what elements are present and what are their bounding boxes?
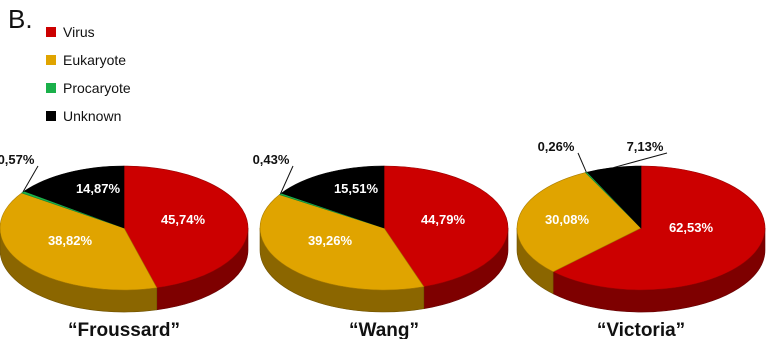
pie-title: “Victoria” — [597, 320, 685, 339]
data-label-procaryote: 0,57% — [0, 152, 35, 167]
pie-slice-unknown — [23, 165, 125, 229]
legend-label-eukaryote: Eukaryote — [63, 52, 127, 68]
pie-slice-unknown — [280, 165, 385, 229]
pie-slice-eukaryote — [0, 192, 158, 291]
legend-label-unknown: Unknown — [63, 108, 122, 124]
leader-line-procaryote — [577, 152, 587, 173]
legend-item-eukaryote: Eukaryote — [46, 46, 131, 74]
legend-swatch-unknown — [46, 111, 56, 121]
data-label-virus: 62,53% — [669, 220, 714, 235]
legend-swatch-virus — [46, 27, 56, 37]
data-label-unknown: 7,13% — [627, 139, 664, 154]
panel-label: B. — [8, 4, 33, 34]
pie-slice-virus — [123, 165, 249, 289]
legend-item-unknown: Unknown — [46, 102, 131, 130]
data-label-eukaryote: 38,82% — [48, 233, 93, 248]
data-label-virus: 44,79% — [421, 212, 466, 227]
legend-label-virus: Virus — [63, 24, 95, 40]
pie-title: “Froussard” — [68, 320, 180, 339]
pie-froussard: 45,74% 38,82% 0,57% 14,87% “Froussard” — [0, 152, 249, 339]
leader-line-procaryote — [280, 165, 294, 195]
pie-slice-virus — [383, 165, 509, 288]
legend-label-procaryote: Procaryote — [63, 80, 131, 96]
leader-line-unknown — [613, 152, 668, 169]
pie-wang: 44,79% 39,26% 0,43% 15,51% “Wang” — [253, 152, 509, 339]
pie-slice-virus — [552, 165, 766, 291]
legend-swatch-eukaryote — [46, 55, 56, 65]
data-label-eukaryote: 39,26% — [308, 233, 353, 248]
data-label-procaryote: 0,26% — [538, 139, 575, 154]
pie-title: “Wang” — [349, 320, 419, 339]
legend-item-virus: Virus — [46, 18, 131, 46]
data-label-virus: 45,74% — [161, 212, 206, 227]
legend: Virus Eukaryote Procaryote Unknown — [46, 18, 131, 130]
legend-swatch-procaryote — [46, 83, 56, 93]
pie-victoria: 62,53% 30,08% 0,26% 7,13% “Victoria” — [516, 139, 766, 339]
data-label-procaryote: 0,43% — [253, 152, 290, 167]
data-label-unknown: 15,51% — [334, 181, 379, 196]
data-label-unknown: 14,87% — [76, 181, 121, 196]
legend-item-procaryote: Procaryote — [46, 74, 131, 102]
pie-slice-eukaryote — [259, 194, 425, 291]
data-label-eukaryote: 30,08% — [545, 212, 590, 227]
leader-line-procaryote — [22, 165, 39, 193]
